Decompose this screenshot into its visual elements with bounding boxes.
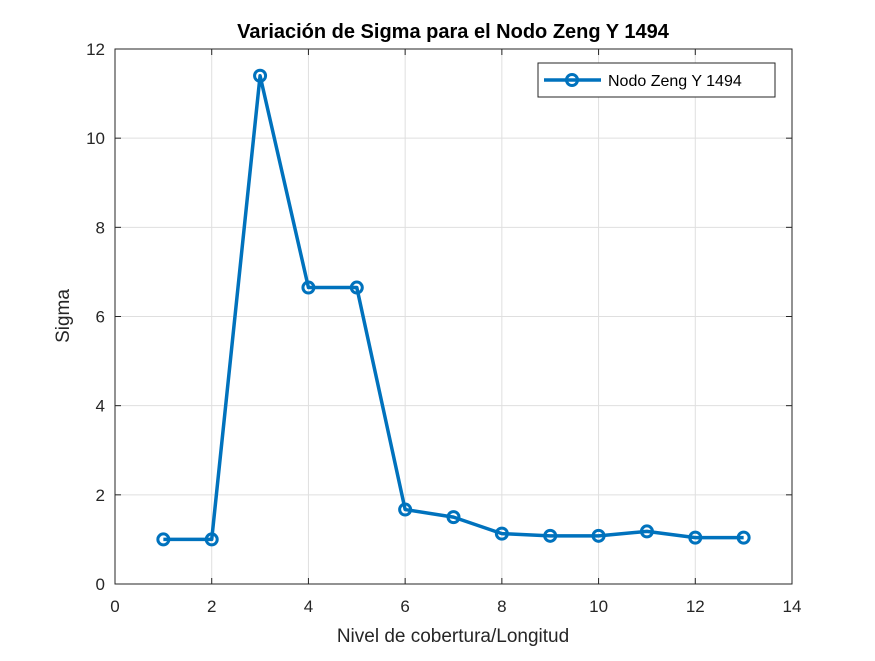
y-tick-label: 8 xyxy=(96,218,105,237)
y-tick-label: 4 xyxy=(96,397,105,416)
data-point-marker xyxy=(688,530,703,545)
ticks: 0 2 4 6 8 10 12 14 0 2 4 6 8 10 12 xyxy=(86,40,801,616)
data-point-marker xyxy=(349,280,364,295)
data-point-marker xyxy=(543,528,558,543)
y-tick-label: 12 xyxy=(86,40,105,59)
x-tick-label: 2 xyxy=(207,597,216,616)
x-tick-label: 8 xyxy=(497,597,506,616)
series-layer xyxy=(156,68,751,547)
data-point-marker xyxy=(736,530,751,545)
y-axis-label: Sigma xyxy=(53,289,74,343)
data-point-marker xyxy=(446,510,461,525)
data-point-marker xyxy=(204,532,219,547)
legend-label: Nodo Zeng Y 1494 xyxy=(608,73,742,90)
y-tick-label: 6 xyxy=(96,308,105,327)
data-point-marker xyxy=(494,526,509,541)
chart-title: Variación de Sigma para el Nodo Zeng Y 1… xyxy=(237,21,670,43)
data-point-marker xyxy=(253,68,268,83)
x-tick-label: 0 xyxy=(110,597,119,616)
legend-marker-sample xyxy=(565,73,579,87)
data-point-marker xyxy=(156,532,171,547)
y-tick-label: 10 xyxy=(86,129,105,148)
x-tick-label: 6 xyxy=(400,597,409,616)
x-tick-label: 14 xyxy=(783,597,802,616)
data-point-marker xyxy=(301,280,316,295)
x-tick-label: 12 xyxy=(686,597,705,616)
data-point-marker xyxy=(591,528,606,543)
legend: Nodo Zeng Y 1494 xyxy=(537,62,776,98)
x-tick-label: 10 xyxy=(589,597,608,616)
series-line xyxy=(163,74,744,542)
y-tick-label: 2 xyxy=(96,486,105,505)
x-axis-label: Nivel de cobertura/Longitud xyxy=(337,626,569,647)
y-tick-label: 0 xyxy=(96,575,105,594)
data-point-marker xyxy=(398,502,413,517)
x-tick-label: 4 xyxy=(304,597,313,616)
data-point-marker xyxy=(639,524,654,539)
